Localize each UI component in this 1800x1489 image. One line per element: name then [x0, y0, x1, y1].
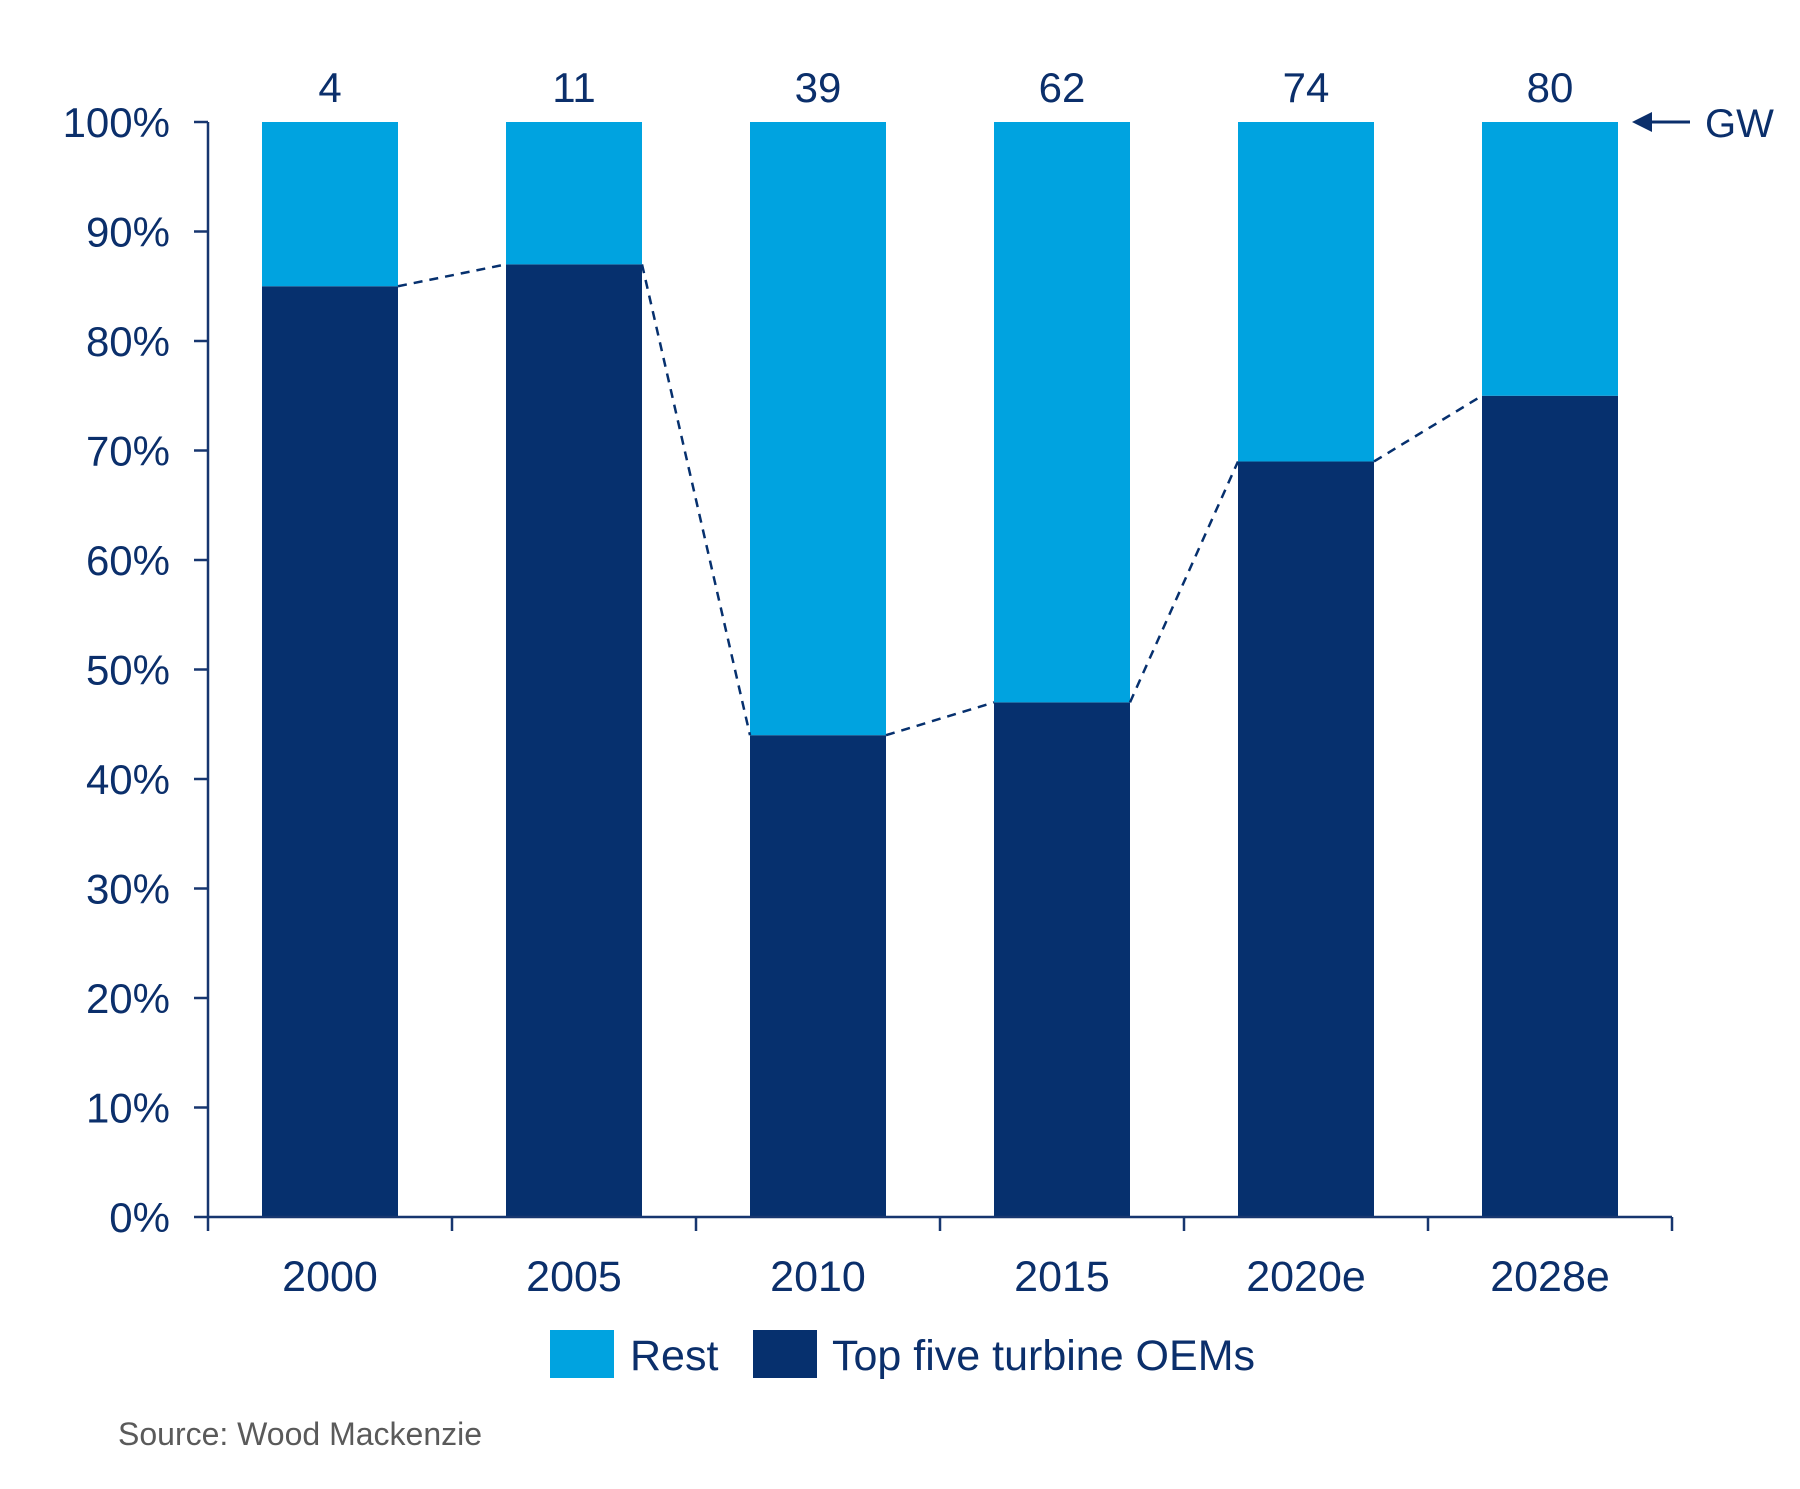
bar-top5-2020e — [1238, 461, 1374, 1217]
y-tick-label-10: 100% — [63, 99, 170, 146]
legend-swatch-top5 — [753, 1330, 817, 1378]
y-tick-label-8: 80% — [86, 318, 170, 365]
y-tick-label-4: 40% — [86, 756, 170, 803]
connector-segment-2 — [885, 701, 995, 737]
bar-rest-2028e — [1482, 122, 1618, 396]
total-gw-label-2028e: 80 — [1527, 64, 1574, 111]
source-note: Source: Wood Mackenzie — [118, 1416, 482, 1452]
connector-segment-1 — [640, 264, 752, 736]
connector-line-layer — [397, 263, 1483, 737]
legend: Rest Top five turbine OEMs — [550, 1330, 1255, 1380]
bar-top5-2005 — [506, 264, 642, 1218]
y-tick-label-9: 90% — [86, 209, 170, 256]
bar-top5-2028e — [1482, 395, 1618, 1217]
axes-layer — [194, 120, 1674, 1231]
legend-label-rest: Rest — [630, 1332, 718, 1380]
x-tick-label-2020e: 2020e — [1246, 1253, 1366, 1301]
x-tick-label-2028e: 2028e — [1490, 1253, 1610, 1301]
bar-rest-2000 — [262, 122, 398, 287]
total-gw-label-2015: 62 — [1039, 64, 1086, 111]
total-gw-label-2005: 11 — [552, 64, 596, 111]
y-tick-label-0: 0% — [109, 1194, 170, 1241]
y-tick-label-1: 10% — [86, 1085, 170, 1132]
bar-rest-2005 — [506, 122, 642, 265]
total-gw-label-2020e: 74 — [1283, 64, 1330, 111]
bar-rest-2010 — [750, 122, 886, 736]
connector-segment-0 — [397, 263, 507, 288]
connector-segment-3 — [1128, 460, 1240, 703]
x-tick-label-2000: 2000 — [282, 1253, 378, 1301]
total-gw-label-2010: 39 — [795, 64, 842, 111]
bar-rest-2020e — [1238, 122, 1374, 462]
y-tick-label-6: 60% — [86, 537, 170, 584]
bar-top5-2000 — [262, 286, 398, 1217]
legend-label-top5: Top five turbine OEMs — [832, 1332, 1255, 1380]
total-gw-label-2000: 4 — [318, 64, 341, 111]
bar-rest-2015 — [994, 122, 1130, 703]
unit-annotation: GW — [1632, 102, 1774, 146]
y-tick-label-3: 30% — [86, 866, 170, 913]
connector-segment-4 — [1373, 394, 1483, 463]
x-tick-label-2015: 2015 — [1014, 1253, 1110, 1301]
x-tick-label-2005: 2005 — [526, 1253, 622, 1301]
y-tick-label-5: 50% — [86, 647, 170, 694]
labels-layer: 2000 4 2005 11 2010 39 2015 62 2020e 74 2028e 80 0% 1… — [63, 64, 1610, 1301]
bar-top5-2015 — [994, 702, 1130, 1217]
unit-label: GW — [1705, 102, 1774, 146]
y-tick-label-7: 70% — [86, 428, 170, 475]
y-tick-label-2: 20% — [86, 975, 170, 1022]
bar-top5-2010 — [750, 735, 886, 1217]
x-tick-label-2010: 2010 — [770, 1253, 866, 1301]
unit-arrow-head-icon — [1632, 112, 1652, 132]
bars-layer — [262, 122, 1618, 1218]
legend-swatch-rest — [550, 1330, 614, 1378]
